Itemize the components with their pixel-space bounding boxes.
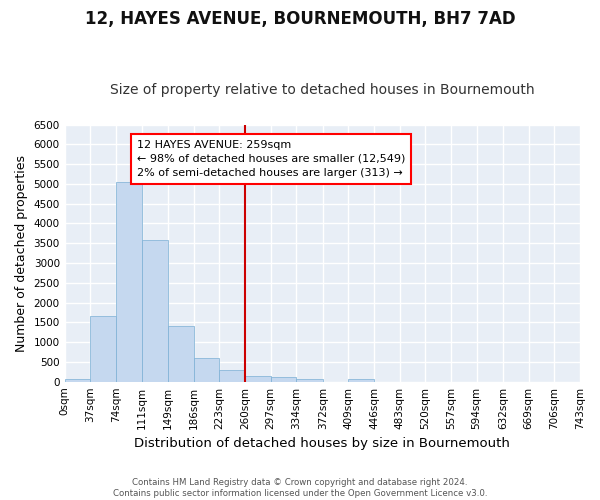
Text: Contains HM Land Registry data © Crown copyright and database right 2024.
Contai: Contains HM Land Registry data © Crown c… bbox=[113, 478, 487, 498]
Bar bbox=[168, 326, 194, 382]
Y-axis label: Number of detached properties: Number of detached properties bbox=[15, 154, 28, 352]
X-axis label: Distribution of detached houses by size in Bournemouth: Distribution of detached houses by size … bbox=[134, 437, 510, 450]
Bar bbox=[65, 380, 91, 382]
Bar bbox=[194, 358, 220, 382]
Bar bbox=[91, 316, 116, 382]
Bar bbox=[116, 182, 142, 382]
Bar bbox=[349, 378, 374, 382]
Text: 12 HAYES AVENUE: 259sqm
← 98% of detached houses are smaller (12,549)
2% of semi: 12 HAYES AVENUE: 259sqm ← 98% of detache… bbox=[137, 140, 405, 178]
Bar bbox=[271, 376, 296, 382]
Bar bbox=[142, 240, 168, 382]
Text: 12, HAYES AVENUE, BOURNEMOUTH, BH7 7AD: 12, HAYES AVENUE, BOURNEMOUTH, BH7 7AD bbox=[85, 10, 515, 28]
Bar bbox=[220, 370, 245, 382]
Bar bbox=[245, 376, 271, 382]
Bar bbox=[296, 379, 323, 382]
Title: Size of property relative to detached houses in Bournemouth: Size of property relative to detached ho… bbox=[110, 83, 535, 97]
